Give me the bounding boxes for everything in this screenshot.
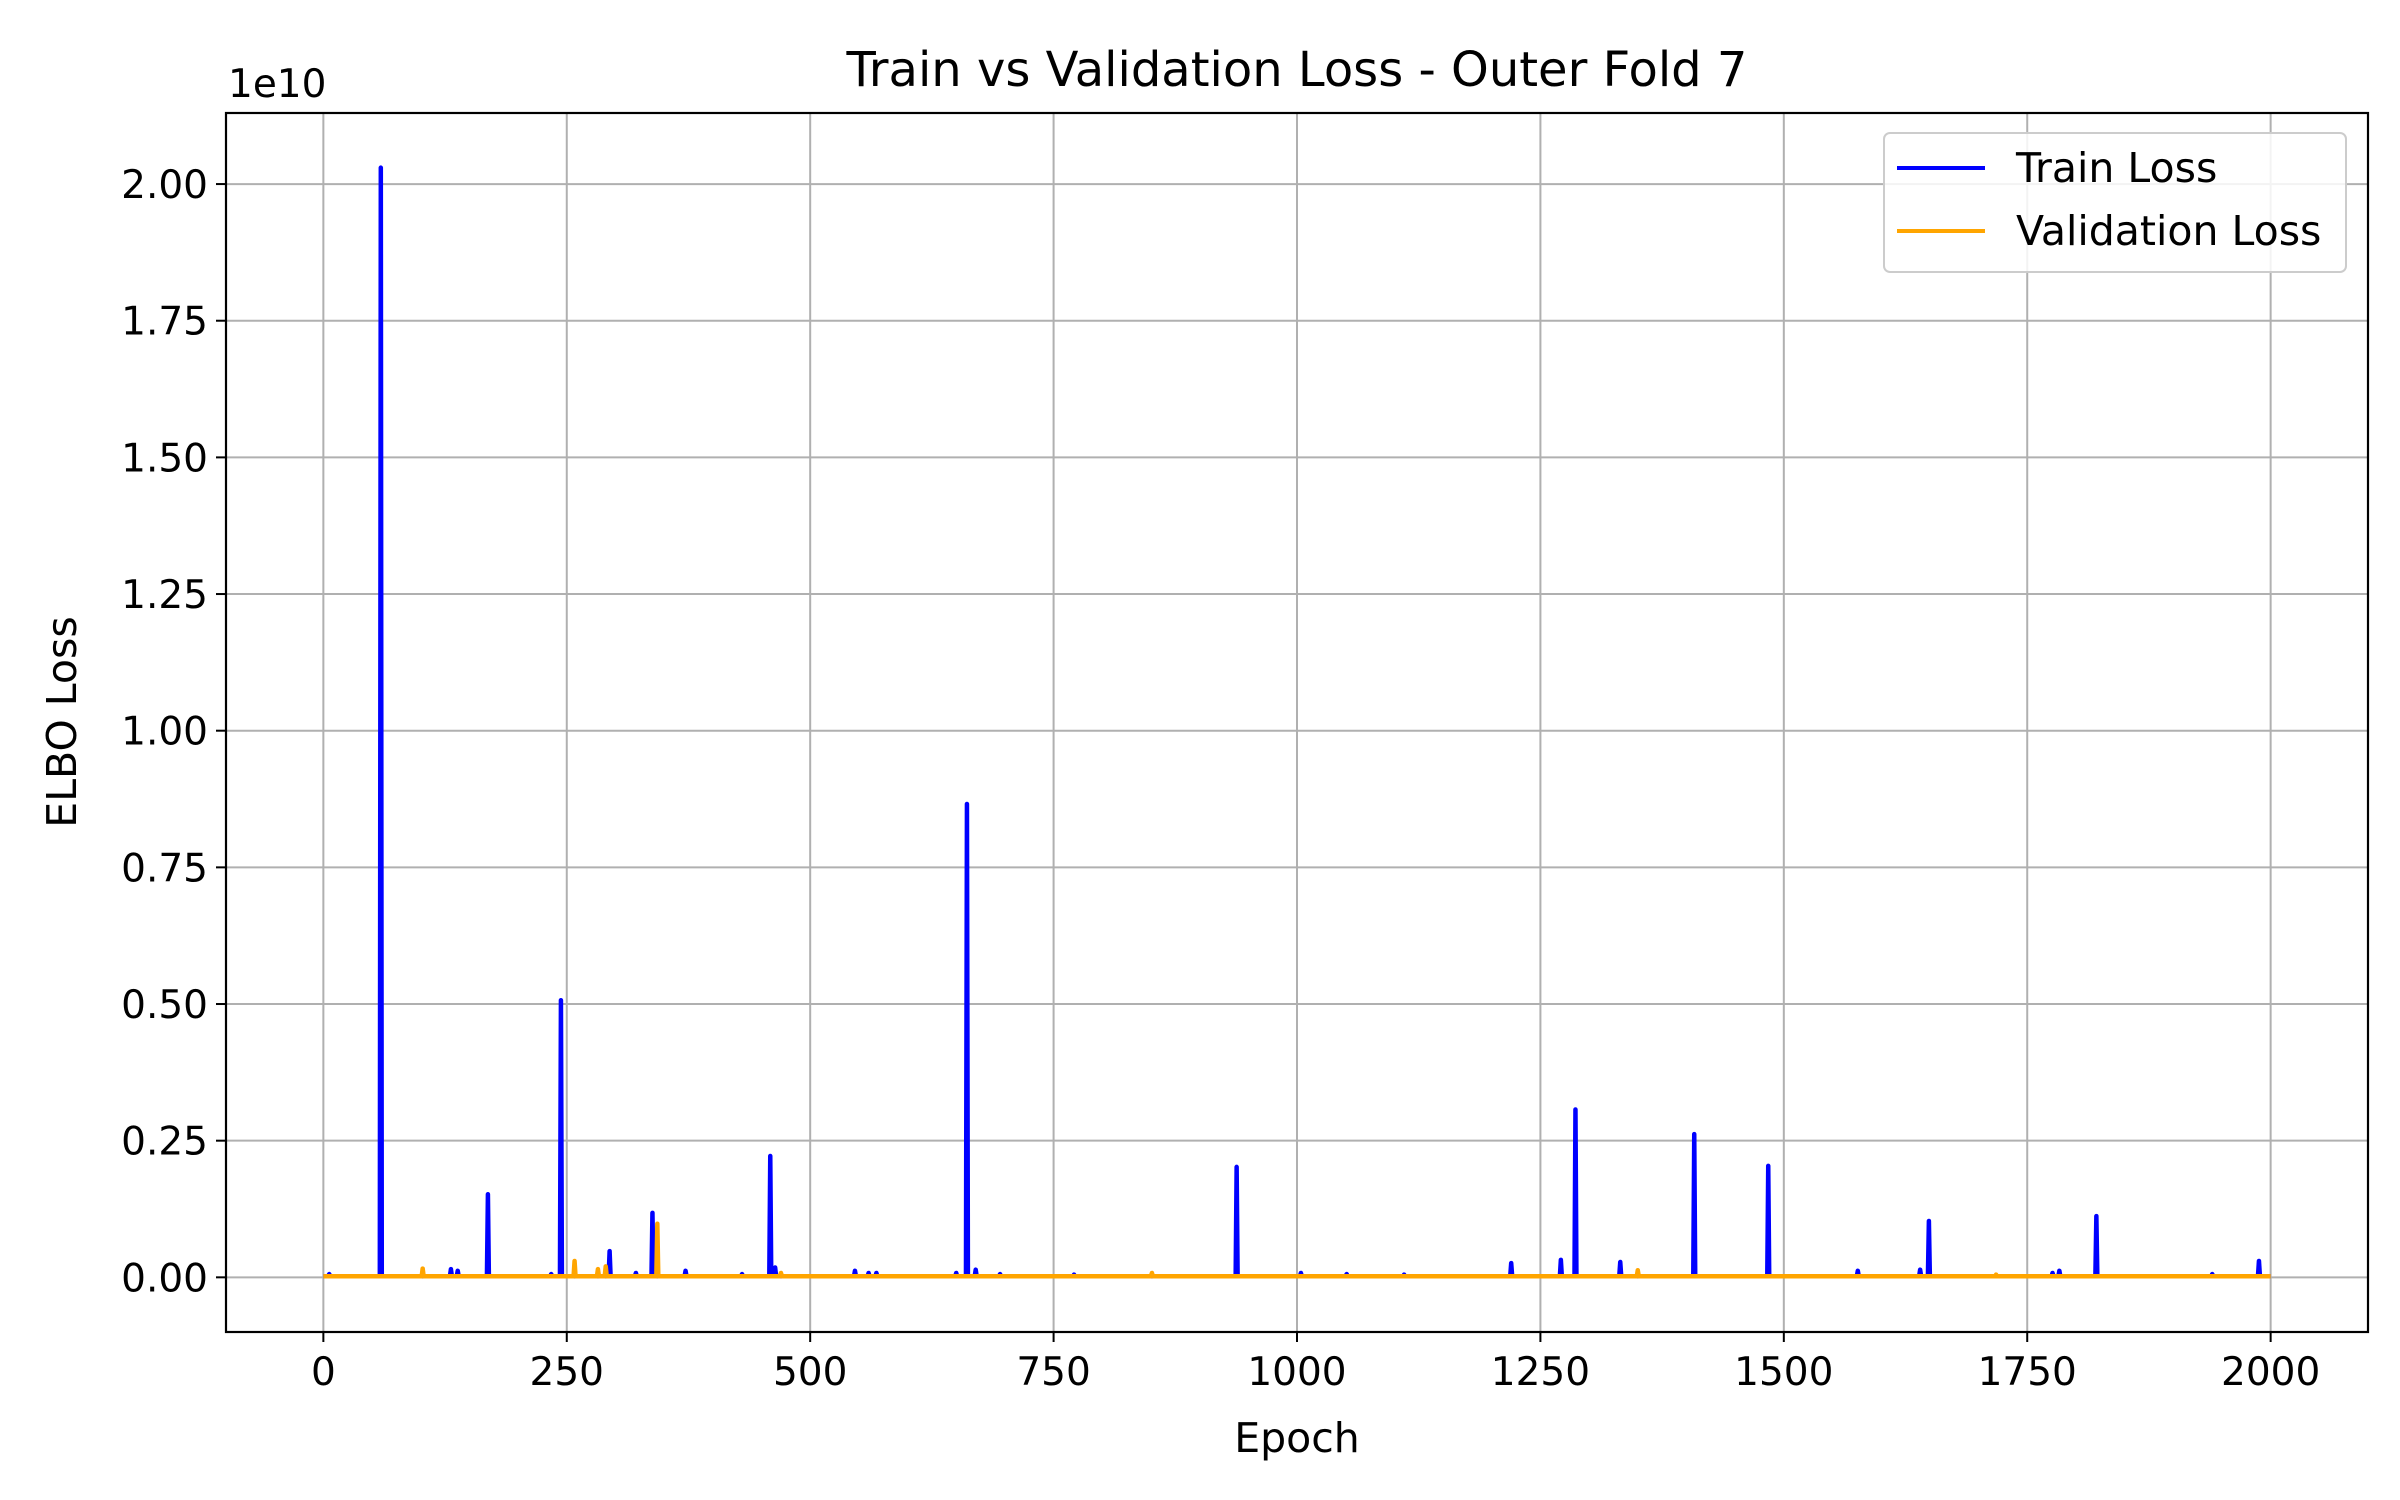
x-tick-label: 2000	[2221, 1350, 2320, 1395]
y-tick-label: 0.00	[121, 1256, 208, 1301]
x-tick-label: 1750	[1978, 1350, 2077, 1395]
x-tick-label: 1250	[1491, 1350, 1590, 1395]
y-tick-label: 1.00	[121, 710, 208, 755]
x-axis-label: Epoch	[1234, 1414, 1360, 1462]
legend-box	[1883, 132, 2347, 273]
y-tick-label: 0.25	[121, 1120, 208, 1165]
x-tick-label: 1000	[1247, 1350, 1346, 1395]
y-tick-label: 0.75	[121, 846, 208, 891]
x-tick-label: 250	[530, 1350, 604, 1395]
x-tick-label: 500	[773, 1350, 847, 1395]
x-tick-label: 1500	[1734, 1350, 1833, 1395]
y-axis-label: ELBO Loss	[38, 616, 86, 827]
y-axis-ticks: 0.00 0.25 0.50 0.75 1.00 1.25 1.50 1.75 2.00	[121, 163, 226, 1301]
legend-label-validation-loss: Validation Loss	[2016, 207, 2321, 255]
legend-label-train-loss: Train Loss	[2015, 144, 2217, 192]
legend: Train Loss Validation Loss	[1883, 132, 2347, 273]
x-tick-label: 0	[311, 1350, 336, 1395]
x-tick-label: 750	[1016, 1350, 1090, 1395]
y-tick-label: 1.25	[121, 573, 208, 618]
chart-title: Train vs Validation Loss - Outer Fold 7	[846, 42, 1748, 98]
series-lines	[323, 165, 2271, 1279]
y-axis-offset-label: 1e10	[228, 62, 326, 107]
y-tick-label: 1.75	[121, 300, 208, 345]
x-axis-ticks: 0 250 500 750 1000 1250 1500 1750 2000	[311, 1332, 2320, 1395]
y-tick-label: 2.00	[121, 163, 208, 208]
y-tick-label: 1.50	[121, 436, 208, 481]
series-line-validation-loss	[323, 1221, 2271, 1279]
y-tick-label: 0.50	[121, 983, 208, 1028]
